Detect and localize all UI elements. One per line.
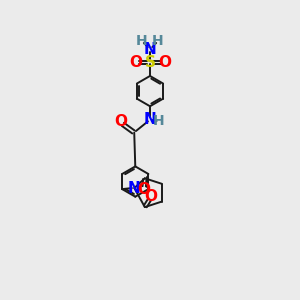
Text: O: O (158, 55, 171, 70)
Text: O: O (137, 182, 150, 197)
Text: O: O (145, 189, 158, 204)
Text: N: N (128, 181, 141, 196)
Text: N: N (144, 112, 156, 128)
Text: S: S (145, 55, 155, 70)
Text: N: N (144, 42, 156, 57)
Text: O: O (115, 114, 128, 129)
Text: H: H (152, 34, 164, 48)
Text: H: H (153, 114, 165, 128)
Text: H: H (136, 34, 148, 48)
Text: O: O (129, 55, 142, 70)
